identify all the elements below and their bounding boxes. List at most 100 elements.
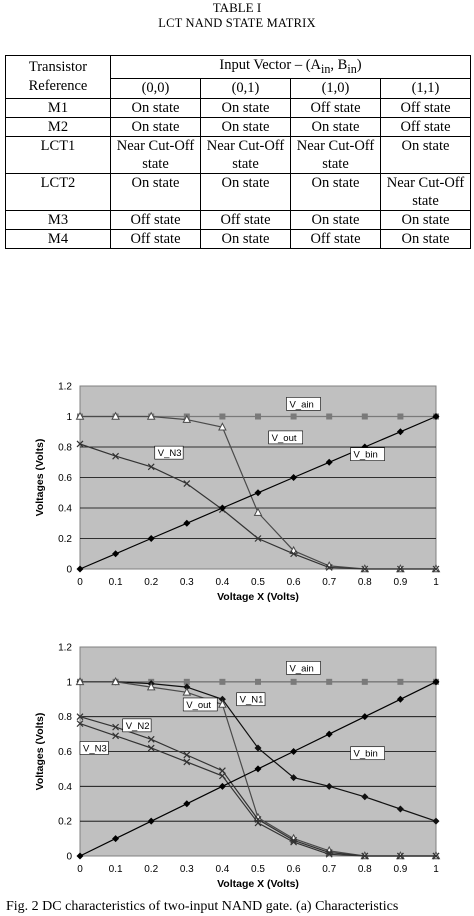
data-point: [254, 819, 262, 827]
data-point: [325, 564, 333, 571]
table-cell: Off state: [380, 116, 471, 137]
table-cell: On state: [290, 172, 381, 211]
y-tick-label: 1: [66, 412, 72, 423]
data-point: [218, 695, 226, 703]
series-label: V_bin: [350, 746, 385, 761]
data-point: [396, 852, 404, 860]
data-point: [218, 422, 227, 431]
table-title: LCT NAND STATE MATRIX: [158, 16, 316, 30]
table-cell: Off state: [290, 97, 381, 118]
data-point: [396, 565, 404, 573]
series-label-box: [154, 445, 184, 460]
table-cell: On state: [110, 172, 201, 211]
row-reference: M2: [5, 116, 111, 137]
data-point: [219, 678, 226, 685]
series-label-text: V_out: [186, 700, 211, 711]
series-label-box: [286, 397, 321, 411]
table-cell: On state: [200, 97, 291, 118]
table-cell: On state: [290, 116, 381, 137]
series-label-text: V_ain: [289, 399, 313, 410]
series-label: V_N3: [79, 741, 109, 755]
series-label: V_out: [182, 697, 218, 712]
x-tick-label: 0.6: [287, 864, 301, 875]
x-axis-label: Voltage X (Volts): [217, 591, 299, 603]
data-point: [361, 413, 368, 420]
data-point: [76, 713, 84, 721]
data-point: [112, 550, 120, 558]
data-point: [290, 474, 298, 481]
series-label-box: [350, 447, 385, 461]
data-point: [326, 413, 333, 420]
data-point: [254, 744, 262, 752]
dc-characteristics-chart-b: 0 0.2 0.4 0.6 0.8 1 1.2 0 0.1 0.2 0.3 0.4 0.5 0.6 0.7 0…: [34, 643, 441, 890]
data-point: [75, 411, 85, 420]
header-input-vector: Input Vector – (Ain, Bin): [110, 55, 471, 79]
y-tick-label: 0.6: [58, 473, 72, 484]
series-label-text: V_N3: [83, 744, 107, 755]
y-tick-label: 0.8: [58, 443, 72, 454]
data-point: [183, 683, 191, 691]
x-tick-label: 0.5: [251, 577, 265, 588]
table-cell: On state: [290, 209, 381, 230]
data-point: [147, 463, 155, 471]
data-point: [325, 458, 333, 466]
data-point: [218, 504, 226, 512]
data-point: [290, 838, 298, 846]
data-point: [361, 565, 369, 573]
x-tick-label: 0.5: [251, 864, 265, 875]
data-point: [396, 428, 404, 436]
data-point: [255, 413, 261, 420]
row-reference: M3: [5, 209, 111, 230]
data-point: [112, 452, 120, 460]
series-label: V_ain: [286, 397, 321, 411]
series-label-box: [122, 718, 152, 733]
data-point: [76, 852, 84, 860]
column-header: (0,1): [200, 77, 291, 99]
table-cell: Near Cut-Off state: [380, 172, 471, 211]
data-point: [218, 767, 226, 775]
table-cell: On state: [380, 209, 471, 230]
x-tick-label: 0.1: [109, 864, 123, 875]
series-label-box: [350, 746, 385, 761]
data-point: [218, 699, 227, 708]
header-transistor-reference: Transistor Reference: [5, 55, 111, 99]
data-point: [290, 774, 298, 782]
data-point: [254, 765, 262, 773]
data-point: [112, 835, 120, 843]
data-point: [183, 751, 191, 759]
data-point: [432, 852, 440, 860]
table-row: M3 Off state Off state On state On state: [5, 209, 471, 230]
table-cell: Off state: [290, 228, 381, 249]
column-header: (1,1): [380, 77, 471, 99]
series-label: V_out: [268, 430, 303, 445]
y-tick-label: 0.6: [58, 747, 72, 758]
y-tick-label: 1: [66, 677, 72, 688]
series-label-box: [236, 692, 266, 707]
x-tick-label: 0.9: [393, 864, 407, 875]
series-label-text: V_N1: [240, 695, 264, 706]
data-point: [183, 519, 191, 527]
row-reference: LCT2: [5, 172, 111, 211]
data-point: [111, 411, 120, 420]
table-cell: Near Cut-Off state: [290, 135, 381, 174]
row-reference: M1: [5, 97, 111, 118]
series-label-box: [286, 661, 321, 675]
data-point: [325, 850, 333, 858]
data-point: [75, 676, 85, 686]
series-label: V_N3: [154, 445, 184, 460]
x-tick-label: 0.2: [144, 577, 158, 588]
data-point: [146, 682, 156, 691]
dc-characteristics-chart-a: 0 0.2 0.4 0.6 0.8 1 1.2 0 0.1 0.2 0.3 0.4 0.5 0.6 0.7 0…: [34, 382, 441, 603]
table-cell: On state: [200, 228, 291, 249]
table-cell: On state: [380, 135, 471, 174]
data-point: [219, 413, 226, 420]
series-label-text: V_bin: [354, 749, 378, 760]
y-tick-label: 0.4: [58, 782, 72, 793]
table-row: M4 Off state On state Off state On state: [5, 228, 471, 249]
table-cell: Off state: [110, 209, 201, 230]
data-point: [361, 852, 369, 860]
x-tick-label: 0.3: [180, 864, 194, 875]
data-point: [432, 817, 440, 825]
data-point: [182, 687, 192, 696]
series-label-text: V_N2: [126, 721, 150, 732]
